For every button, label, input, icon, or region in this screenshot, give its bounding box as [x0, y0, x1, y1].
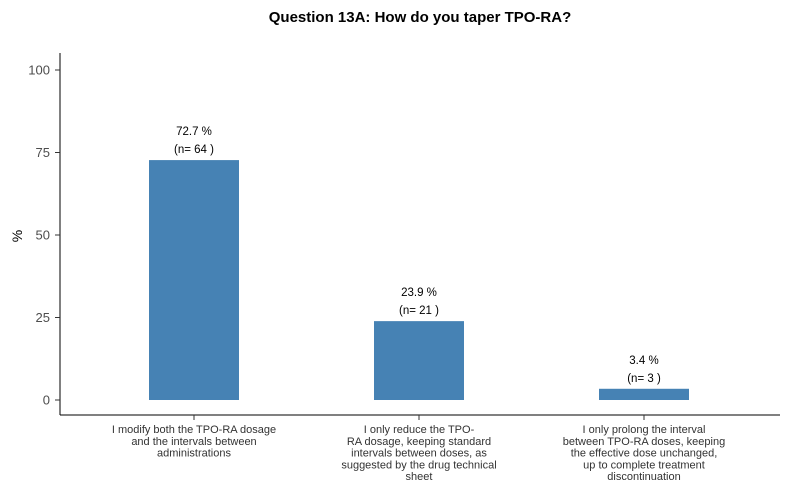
x-tick-label-line: up to complete treatment: [583, 459, 705, 471]
y-ticks: 0 25 50 75 100: [28, 63, 60, 408]
bar: [374, 321, 464, 400]
bar: [149, 160, 239, 400]
y-tick-label: 100: [28, 63, 50, 78]
x-tick-label-line: the effective dose unchanged,: [571, 448, 718, 460]
y-axis-label: %: [9, 230, 25, 242]
x-tick-label-line: I modify both the TPO-RA dosage: [112, 424, 276, 436]
x-tick-label-line: between TPO-RA doses, keeping: [563, 436, 725, 448]
x-tick-label-line: I only reduce the TPO-: [364, 424, 475, 436]
x-tick-label-line: sheet: [406, 471, 433, 483]
bar-n-label: (n= 64 ): [174, 144, 214, 156]
bar-n-label: (n= 21 ): [399, 305, 439, 317]
x-tick-label-line: and the intervals between: [131, 436, 256, 448]
x-tick-label-line: intervals between doses, as: [351, 448, 487, 460]
y-tick-label: 50: [36, 228, 50, 243]
y-tick-label: 75: [36, 145, 50, 160]
bars: 72.7 % (n= 64 ) 23.9 % (n= 21 ) 3.4 % (n= 3 ): [149, 126, 689, 400]
bar-value-label: 23.9 %: [401, 287, 437, 299]
bar-value-label: 3.4 %: [629, 355, 658, 367]
x-tick-label-line: administrations: [157, 448, 231, 460]
bar: [599, 388, 689, 400]
bar-value-label: 72.7 %: [176, 126, 212, 138]
chart-title: Question 13A: How do you taper TPO-RA?: [269, 9, 572, 26]
bar-n-label: (n= 3 ): [627, 373, 661, 385]
x-tick-label-line: suggested by the drug technical: [341, 459, 496, 471]
x-tick-label-line: I only prolong the interval: [583, 424, 706, 436]
y-tick-label: 25: [36, 310, 50, 325]
y-tick-label: 0: [43, 393, 50, 408]
x-tick-label-line: RA dosage, keeping standard: [347, 436, 491, 448]
x-tick-label-line: discontinuation: [607, 471, 680, 483]
